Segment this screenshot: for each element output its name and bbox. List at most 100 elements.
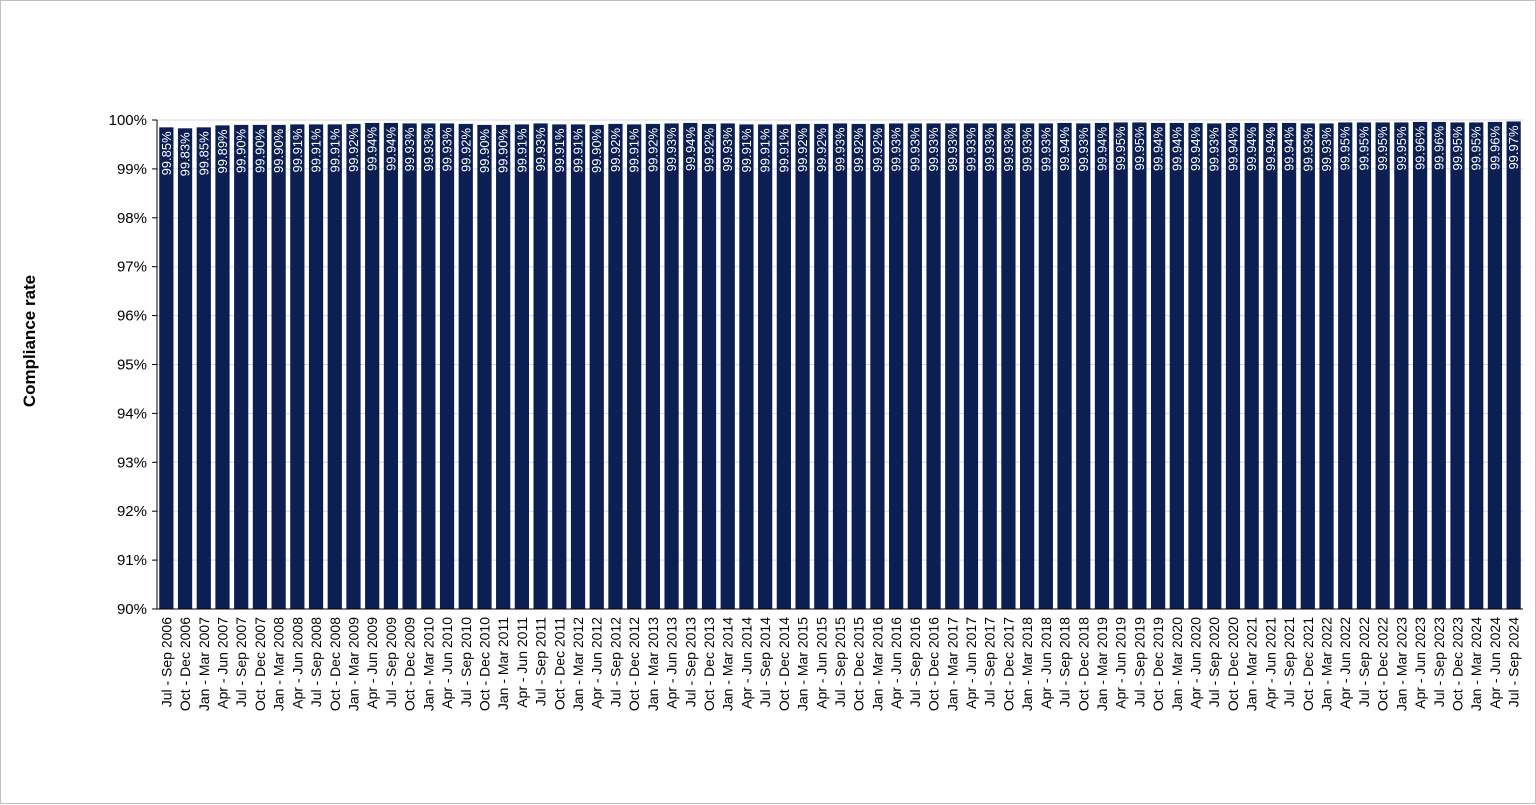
data-label: 99.95% xyxy=(1113,126,1128,171)
y-tick-label: 100% xyxy=(109,112,147,129)
axes xyxy=(156,120,1523,610)
data-label: 99.94% xyxy=(1169,126,1184,171)
x-tick-label: Oct - Dec 2008 xyxy=(327,617,343,711)
data-label: 99.94% xyxy=(1263,126,1278,171)
x-tick-label: Jan - Mar 2020 xyxy=(1169,617,1185,711)
data-label: 99.91% xyxy=(758,128,773,173)
data-label: 99.91% xyxy=(739,128,754,173)
bar xyxy=(1244,122,1259,610)
bar xyxy=(1281,122,1297,610)
data-label: 99.93% xyxy=(1319,127,1334,172)
bar xyxy=(1506,121,1521,609)
x-tick-label: Oct - Dec 2016 xyxy=(926,617,942,711)
bar xyxy=(1169,122,1184,610)
data-label: 99.92% xyxy=(458,127,473,172)
data-label: 99.95% xyxy=(1375,126,1390,171)
data-label: 99.93% xyxy=(402,127,417,172)
x-tick-label: Jul - Sep 2013 xyxy=(682,617,698,707)
data-label: 99.92% xyxy=(645,127,660,172)
data-label: 99.96% xyxy=(1431,126,1446,171)
x-tick-label: Oct - Dec 2013 xyxy=(701,617,717,711)
data-label: 99.94% xyxy=(1151,126,1166,171)
data-label: 99.91% xyxy=(309,128,324,173)
data-label: 99.90% xyxy=(271,128,286,173)
data-label: 99.93% xyxy=(1300,127,1315,172)
x-tick-label: Apr - Jun 2024 xyxy=(1487,617,1503,709)
bar xyxy=(533,123,548,609)
bar xyxy=(945,123,960,609)
bar xyxy=(458,123,473,610)
y-tick-label: 93% xyxy=(117,454,147,471)
data-label: 99.93% xyxy=(1001,127,1016,172)
bar xyxy=(1113,122,1128,609)
x-tick-label: Apr - Jun 2018 xyxy=(1038,617,1054,709)
x-tick-label: Apr - Jun 2007 xyxy=(214,617,230,709)
y-tick-label: 92% xyxy=(117,503,147,520)
x-tick-label: Jul - Sep 2017 xyxy=(982,617,998,707)
bar xyxy=(177,128,193,610)
data-label: 99.89% xyxy=(215,129,230,174)
bar xyxy=(365,122,380,610)
x-tick-label: Apr - Jun 2023 xyxy=(1412,617,1428,709)
bar xyxy=(926,123,941,609)
x-tick-label: Jan - Mar 2021 xyxy=(1244,617,1260,711)
y-tick-labels: 90% 91% 92% 93% 94% 95% 96% 97% 98% 99% 100% xyxy=(109,112,147,618)
bar xyxy=(234,124,249,609)
bar xyxy=(589,124,604,609)
bar xyxy=(1263,122,1278,610)
x-tick-label: Jan - Mar 2013 xyxy=(645,617,661,711)
bar xyxy=(889,123,904,609)
y-tick-label: 91% xyxy=(117,552,147,569)
x-tick-label: Oct - Dec 2014 xyxy=(776,617,792,711)
data-label: 99.93% xyxy=(889,127,904,172)
bar xyxy=(439,123,455,609)
x-tick-label: Oct - Dec 2007 xyxy=(252,617,268,711)
x-tick-label: Apr - Jun 2016 xyxy=(888,617,904,709)
y-tick-label: 94% xyxy=(117,405,147,422)
bar xyxy=(383,122,399,610)
data-label: 99.94% xyxy=(1225,126,1240,171)
x-tick-label: Apr - Jun 2015 xyxy=(813,617,829,709)
bar xyxy=(1300,123,1315,609)
x-tick-label: Oct - Dec 2011 xyxy=(551,617,567,710)
y-tick-label: 97% xyxy=(117,259,147,276)
x-tick-label: Jul - Sep 2023 xyxy=(1431,617,1447,707)
bar xyxy=(1132,122,1147,609)
bar xyxy=(832,123,848,609)
x-tick-label: Jan - Mar 2019 xyxy=(1094,617,1110,711)
x-tick-label: Jan - Mar 2022 xyxy=(1319,617,1335,711)
y-tick-label: 99% xyxy=(117,161,147,178)
x-tick-label: Jul - Sep 2010 xyxy=(458,617,474,707)
data-label: 99.85% xyxy=(196,131,211,176)
data-label: 99.91% xyxy=(514,128,529,173)
bar xyxy=(870,123,885,610)
x-tick-label: Oct - Dec 2020 xyxy=(1225,617,1241,711)
bar xyxy=(1150,122,1166,610)
x-tick-label: Jul - Sep 2022 xyxy=(1356,617,1372,707)
data-labels: 99.85% 99.83% 99.85% 99.89% 99.90% 99.90% 99.9… xyxy=(159,125,1521,176)
bar xyxy=(215,125,230,609)
x-tick-label: Apr - Jun 2021 xyxy=(1262,617,1278,709)
bar xyxy=(1094,122,1110,610)
data-label: 99.90% xyxy=(589,128,604,173)
x-tick-label: Jan - Mar 2017 xyxy=(944,617,960,711)
y-axis-title: Compliance rate xyxy=(20,275,39,407)
bar xyxy=(814,123,829,610)
x-tick-label: Jul - Sep 2016 xyxy=(907,617,923,707)
data-label: 99.92% xyxy=(795,127,810,172)
x-tick-label: Apr - Jun 2020 xyxy=(1188,617,1204,709)
data-label: 99.93% xyxy=(440,127,455,172)
bar xyxy=(1225,122,1241,610)
data-label: 99.93% xyxy=(907,127,922,172)
bar xyxy=(1469,122,1484,609)
x-tick-label: Jul - Sep 2020 xyxy=(1206,617,1222,707)
x-tick-label: Jul - Sep 2012 xyxy=(607,617,623,707)
data-label: 99.92% xyxy=(608,127,623,172)
data-label: 99.91% xyxy=(571,128,586,173)
data-label: 99.95% xyxy=(1356,126,1371,171)
data-label: 99.93% xyxy=(1207,127,1222,172)
x-tick-label: Oct - Dec 2006 xyxy=(177,617,193,711)
x-tick-label: Oct - Dec 2019 xyxy=(1150,617,1166,711)
bar xyxy=(627,124,642,609)
